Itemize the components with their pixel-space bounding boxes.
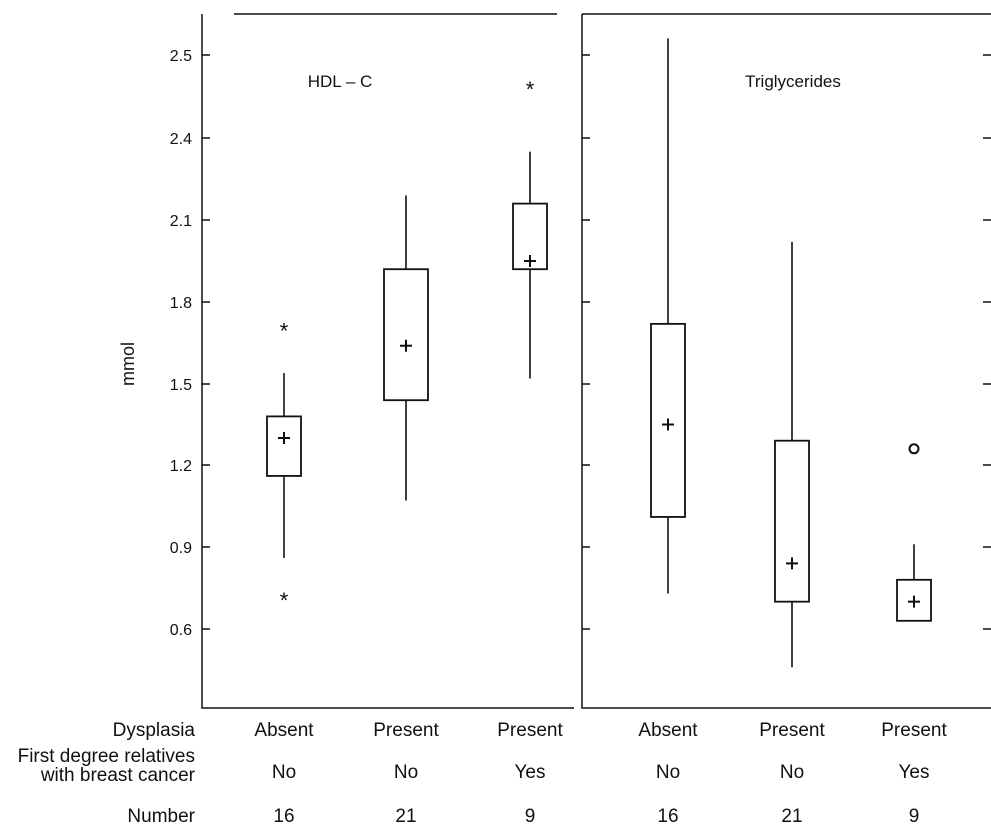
box-group <box>896 443 932 622</box>
relatives-value: No <box>656 762 680 783</box>
panel-title-triglycerides: Triglycerides <box>745 72 841 91</box>
box-group: * <box>512 77 548 379</box>
outlier-star: * <box>280 318 289 343</box>
number-value: 16 <box>273 806 294 827</box>
panel-frame-triglycerides <box>581 13 991 709</box>
y-tick-label: 0.6 <box>170 622 192 639</box>
y-tick-label: 1.5 <box>170 377 192 394</box>
y-tick-label: 0.9 <box>170 540 192 557</box>
box-plots: *** <box>266 38 932 668</box>
category-row-labels: Dysplasia First degree relatives with br… <box>18 720 196 827</box>
right-panel-y-ticks <box>582 54 991 630</box>
number-value: 21 <box>781 806 802 827</box>
dysplasia-value: Present <box>881 720 947 741</box>
iqr-box <box>266 415 302 477</box>
row-label-number: Number <box>127 806 195 827</box>
relatives-value: Yes <box>515 762 546 783</box>
row-label-dysplasia: Dysplasia <box>113 720 196 741</box>
panel-frame-hdl <box>201 13 574 709</box>
outlier-star: * <box>280 588 289 613</box>
number-value: 16 <box>657 806 678 827</box>
relatives-value: No <box>780 762 804 783</box>
box-group <box>774 241 810 668</box>
dysplasia-value: Absent <box>638 720 698 741</box>
box-group <box>383 195 429 501</box>
outlier-star: * <box>526 77 535 102</box>
number-value: 21 <box>395 806 416 827</box>
dysplasia-value: Present <box>497 720 563 741</box>
y-tick-label: 2.5 <box>170 48 192 65</box>
y-tick-label: 2.4 <box>170 131 192 148</box>
y-tick-label: 1.2 <box>170 458 192 475</box>
y-axis: 0.6 0.9 1.2 1.5 1.8 2.1 2.4 2.5 <box>170 48 210 639</box>
iqr-box <box>383 268 429 402</box>
y-tick-label: 1.8 <box>170 295 192 312</box>
relatives-value: No <box>394 762 418 783</box>
outlier-circle <box>908 443 920 455</box>
panel-title-hdl: HDL – C <box>308 72 373 91</box>
panel-frames <box>201 13 991 709</box>
box-group: ** <box>266 318 302 613</box>
dysplasia-value: Present <box>373 720 439 741</box>
dysplasia-value: Absent <box>254 720 314 741</box>
box-group <box>650 38 686 594</box>
dysplasia-value: Present <box>759 720 825 741</box>
iqr-box <box>774 439 810 603</box>
row-label-relatives-line2: with breast cancer <box>40 765 196 786</box>
y-tick-label: 2.1 <box>170 213 192 230</box>
number-value: 9 <box>909 806 920 827</box>
relatives-value: No <box>272 762 296 783</box>
relatives-value: Yes <box>899 762 930 783</box>
row-label-relatives-line1: First degree relatives <box>18 746 195 767</box>
number-value: 9 <box>525 806 536 827</box>
category-row-values: Absent Present Present Absent Present Pr… <box>254 720 947 827</box>
y-axis-label: mmol <box>118 342 138 386</box>
